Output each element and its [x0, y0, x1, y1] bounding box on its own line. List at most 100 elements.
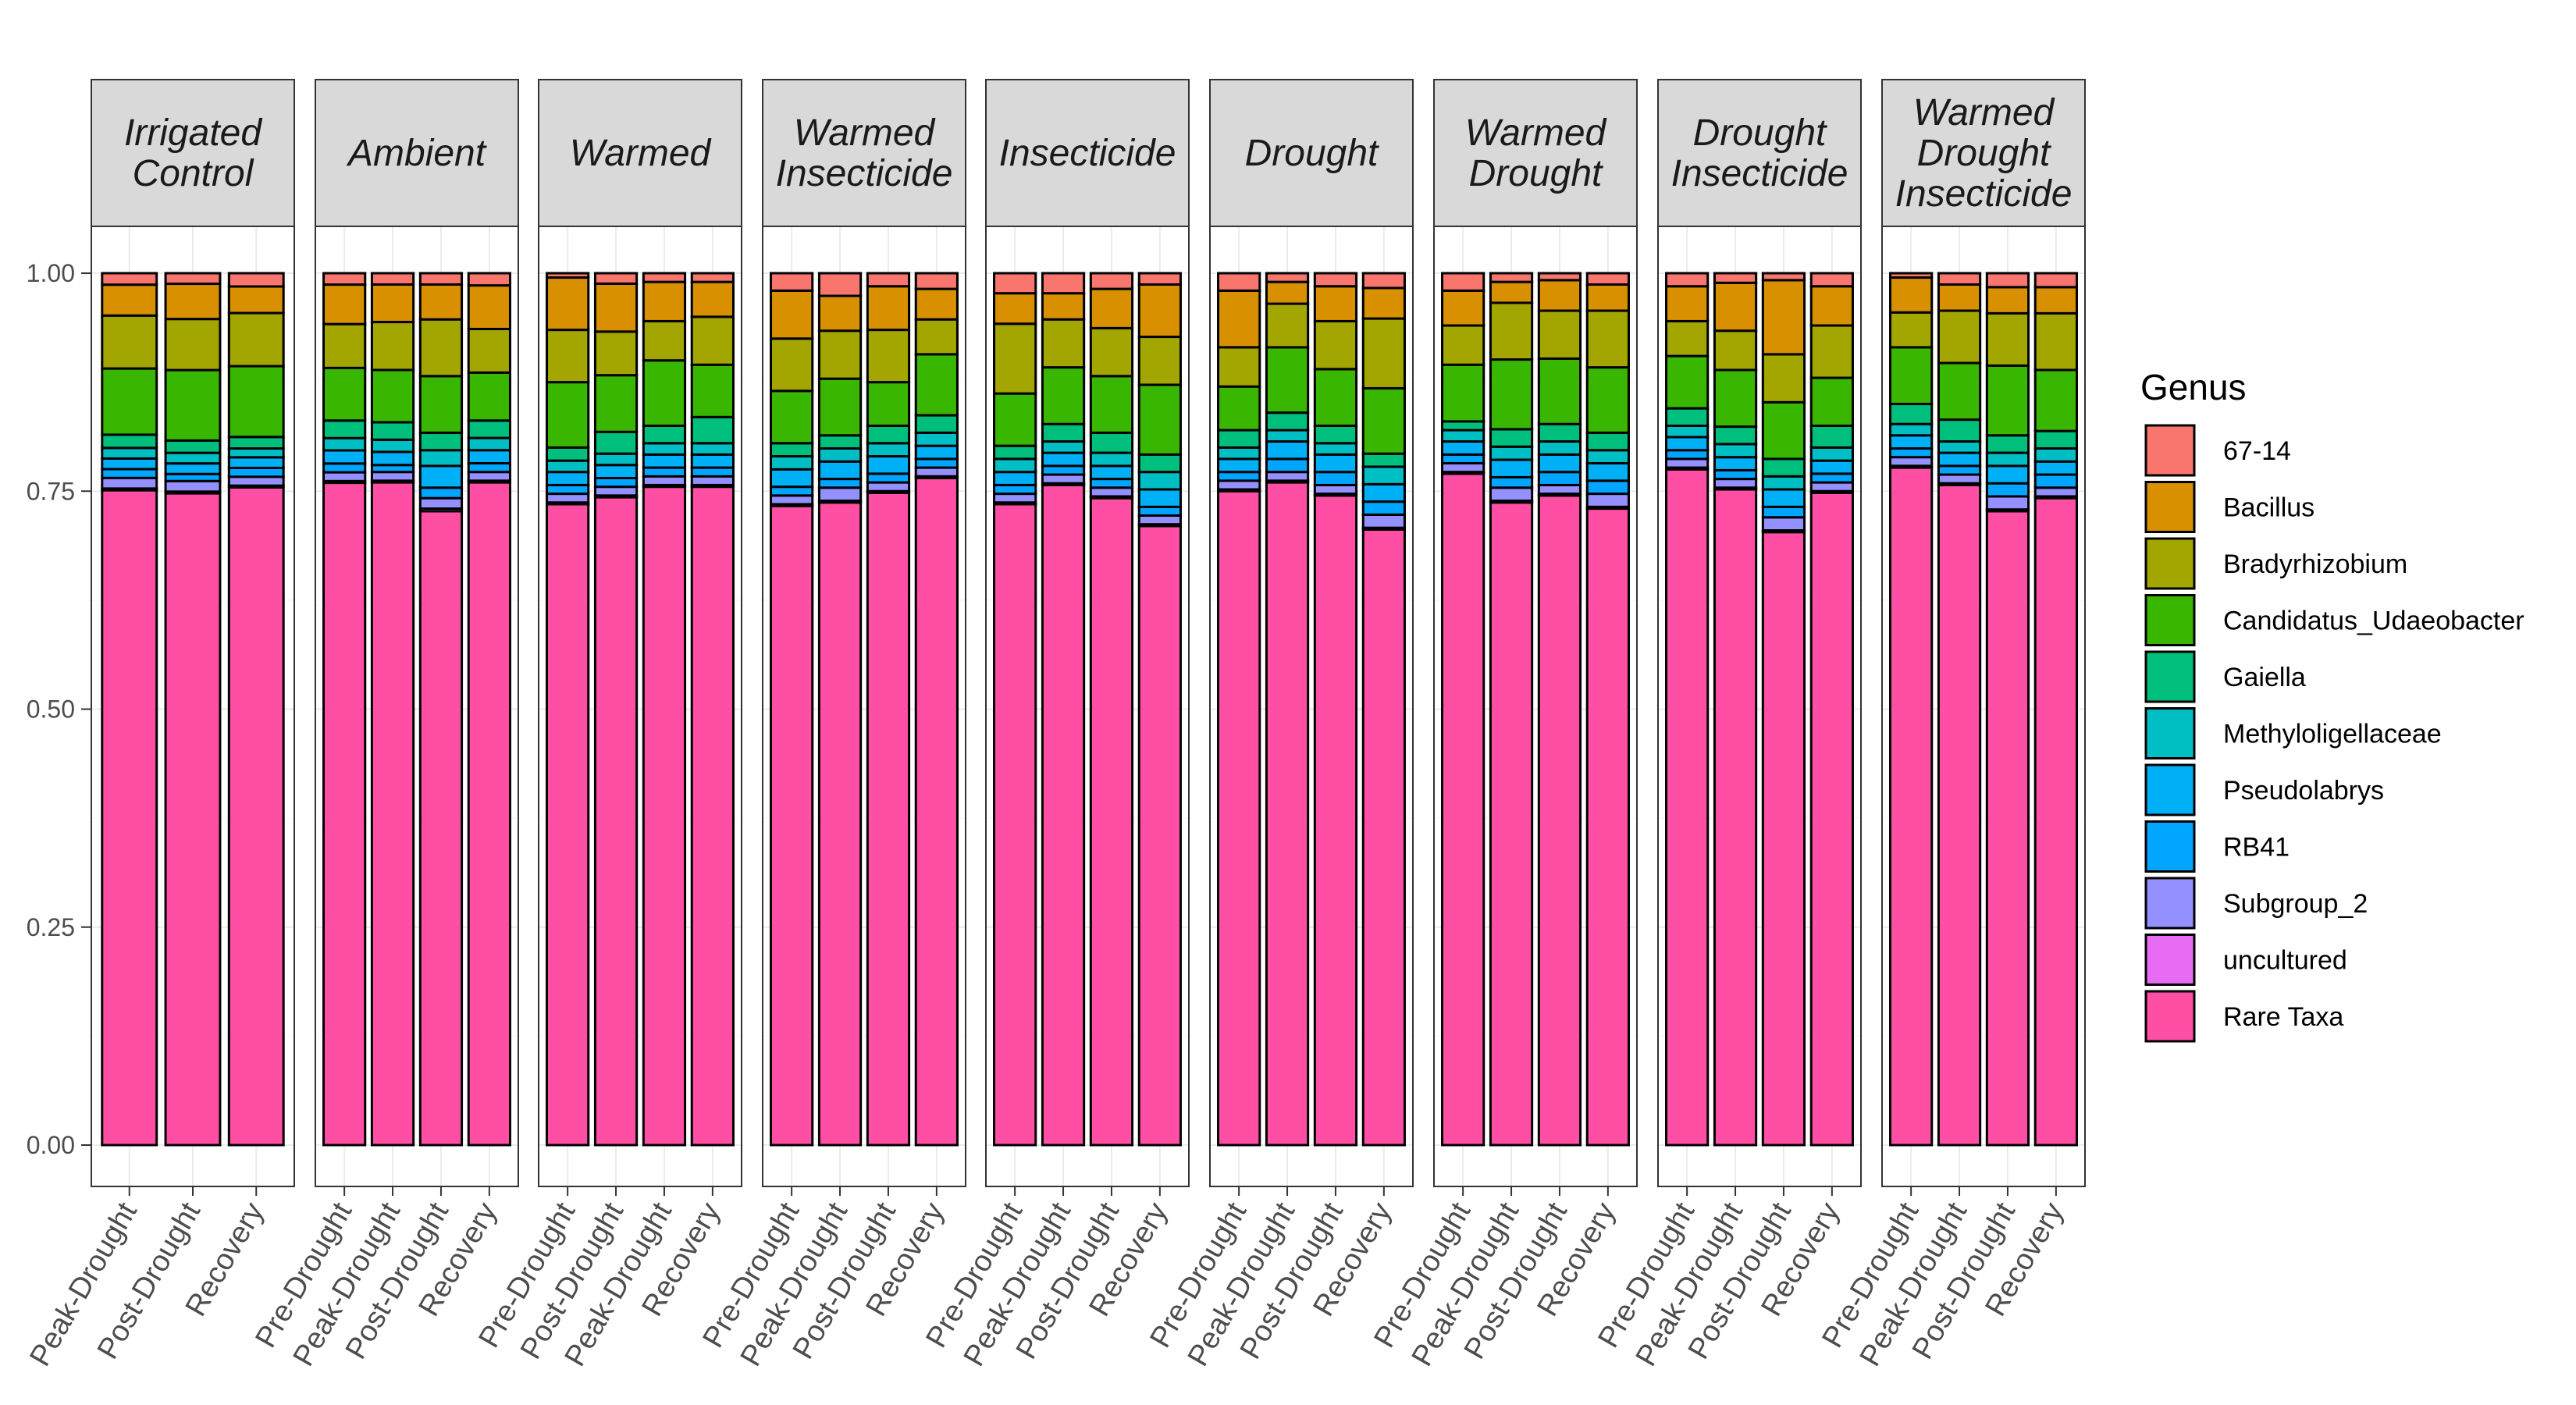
bar-segment-bradyrhizobium	[101, 314, 158, 370]
bar-segment-bacillus	[418, 283, 464, 321]
bar-segment-bacillus	[642, 280, 687, 322]
bar-segment-rb41	[1489, 475, 1534, 489]
bar-segment-rare-taxa	[418, 510, 464, 1147]
bar-segment-methyloligellaceae	[993, 457, 1037, 474]
facet-panel: WarmedDroughtPre-DroughtPeak-DroughtPost…	[1368, 79, 1638, 1372]
legend-key	[2144, 877, 2196, 930]
bar-segment-candidatus-udaeobacter	[1313, 368, 1358, 427]
bar-segment-rare-taxa	[467, 481, 511, 1147]
bar-segment-67-14	[322, 272, 367, 286]
bar-segment-rare-taxa	[1265, 481, 1310, 1147]
legend-item: Subgroup_2	[2144, 877, 2368, 930]
bar-segment-gaiella	[993, 444, 1037, 461]
facet-strip-label: Control	[133, 153, 254, 194]
bar-segment-rb41	[1041, 464, 1086, 476]
legend-key	[2144, 424, 2196, 477]
bar-segment-rare-taxa	[1089, 496, 1134, 1147]
facet-strip-label: Drought	[1469, 153, 1603, 194]
bar-segment-methyloligellaceae	[593, 452, 639, 467]
bar-segment-pseudolabrys	[1665, 436, 1710, 452]
y-tick-label: 1.00	[27, 259, 75, 287]
bar-segment-bradyrhizobium	[322, 322, 367, 369]
bar-segment-methyloligellaceae	[1761, 475, 1806, 491]
bar-segment-subgroup-2	[1537, 483, 1582, 496]
legend-label: Subgroup_2	[2223, 889, 2368, 919]
bar-segment-candidatus-udaeobacter	[164, 368, 222, 442]
bar-segment-candidatus-udaeobacter	[1217, 385, 1261, 432]
stacked-bar	[1761, 272, 1806, 1147]
bar-segment-bradyrhizobium	[1537, 309, 1582, 360]
bar-segment-rare-taxa	[1489, 501, 1534, 1147]
bar-segment-gaiella	[1985, 434, 2030, 454]
bar-segment-bacillus	[1937, 283, 1982, 312]
bar-segment-bradyrhizobium	[546, 329, 590, 384]
stacked-bar	[1809, 272, 1854, 1147]
bar-segment-methyloligellaceae	[642, 442, 687, 456]
stacked-bar	[467, 272, 511, 1147]
bar-segment-candidatus-udaeobacter	[1713, 368, 1758, 429]
facet-strip	[538, 79, 742, 227]
bar-segment-subgroup-2	[1809, 481, 1854, 493]
bar-segment-pseudolabrys	[467, 449, 511, 465]
bar-segment-candidatus-udaeobacter	[642, 359, 687, 427]
bar-segment-67-14	[1585, 272, 1630, 286]
bar-segment-rare-taxa	[690, 486, 735, 1147]
stacked-bar	[690, 272, 735, 1147]
bar-segment-bradyrhizobium	[1761, 353, 1806, 404]
legend-label: Methyloligellaceae	[2223, 720, 2442, 749]
bar-segment-pseudolabrys	[817, 460, 863, 481]
bar-segment-67-14	[1665, 272, 1710, 288]
bar-segment-rare-taxa	[370, 481, 415, 1147]
stacked-bar	[546, 272, 590, 1147]
bar-segment-subgroup-2	[546, 493, 590, 504]
bar-segment-bacillus	[227, 285, 285, 315]
bar-segment-67-14	[418, 272, 464, 286]
bar-segment-subgroup-2	[1585, 493, 1630, 508]
facet-strip-label: Drought	[1245, 133, 1379, 174]
bar-segment-subgroup-2	[2033, 486, 2078, 498]
stacked-bar	[1089, 272, 1134, 1147]
bar-segment-gaiella	[418, 431, 464, 452]
stacked-bar	[1585, 272, 1630, 1147]
bar-segment-rare-taxa	[817, 501, 863, 1147]
bar-segment-rb41	[690, 466, 735, 478]
bar-segment-candidatus-udaeobacter	[546, 381, 590, 449]
stacked-bar	[1985, 272, 2030, 1147]
bar-segment-rb41	[817, 478, 863, 489]
bar-segment-pseudolabrys	[1537, 453, 1582, 474]
bar-segment-67-14	[1889, 272, 1934, 279]
bar-segment-methyloligellaceae	[1537, 440, 1582, 456]
bar-segment-rare-taxa	[546, 503, 590, 1147]
bar-segment-gaiella	[2033, 429, 2078, 450]
bar-segment-subgroup-2	[1313, 483, 1358, 496]
bar-segment-candidatus-udaeobacter	[1809, 376, 1854, 427]
bar-segment-bradyrhizobium	[993, 322, 1037, 395]
bar-segment-bradyrhizobium	[1265, 302, 1310, 349]
bar-segment-pseudolabrys	[227, 456, 285, 469]
stacked-bar	[1713, 272, 1758, 1147]
legend: Genus 67-14 Bacillus Bradyrhizobium Candida…	[2140, 367, 2524, 1043]
stacked-bar	[1265, 272, 1310, 1147]
bar-segment-methyloligellaceae	[227, 447, 285, 459]
bar-segment-bacillus	[866, 285, 911, 332]
stacked-bar	[914, 272, 959, 1147]
bar-segment-gaiella	[1889, 403, 1934, 425]
bar-segment-bacillus	[101, 283, 158, 317]
bar-segment-bacillus	[1313, 285, 1358, 322]
bar-segment-rare-taxa	[1889, 466, 1934, 1147]
bar-segment-pseudolabrys	[1937, 451, 1982, 468]
bar-segment-subgroup-2	[467, 471, 511, 482]
bar-segment-bacillus	[1489, 280, 1534, 304]
bar-segment-67-14	[546, 272, 590, 279]
bar-segment-rb41	[866, 472, 911, 484]
bar-segment-subgroup-2	[227, 475, 285, 487]
stacked-bar	[1313, 272, 1358, 1147]
bar-segment-rare-taxa	[1361, 528, 1406, 1147]
bar-segment-67-14	[1489, 272, 1534, 283]
bar-segment-candidatus-udaeobacter	[227, 365, 285, 439]
stacked-bar	[1537, 272, 1582, 1147]
panel-border	[1209, 226, 1414, 1187]
bar-segment-methyloligellaceae	[1441, 429, 1485, 443]
legend-item: Bacillus	[2144, 481, 2314, 533]
bar-segment-rb41	[1361, 500, 1406, 516]
